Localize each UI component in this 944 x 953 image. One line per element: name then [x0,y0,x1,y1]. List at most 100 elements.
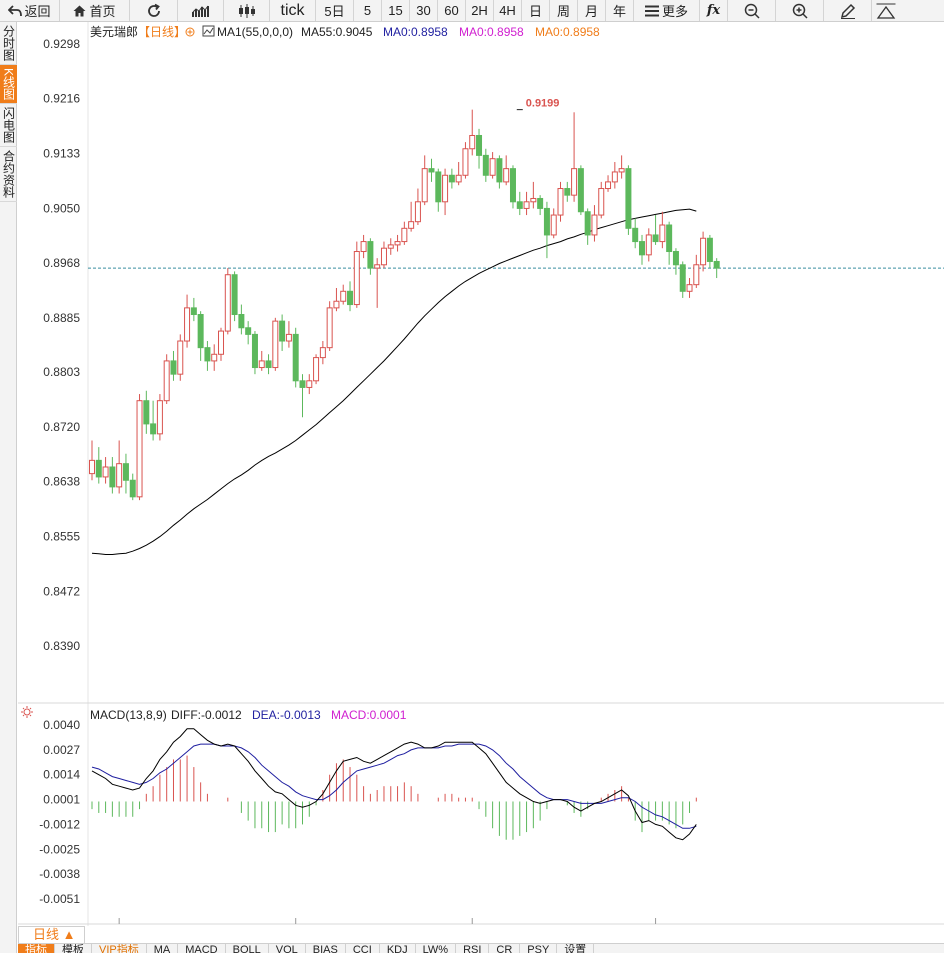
tab-cr[interactable]: CR [489,944,521,953]
max-price-label: 0.9199 [526,98,560,110]
candle [618,155,625,179]
chart-canvas[interactable]: 0.9298 0.9216 0.9133 0.9050 0.8968 0.8885 0.88… [18,22,944,926]
tab-psy[interactable]: PSY [520,944,558,953]
sidebar-item-kline[interactable]: K线图 [0,65,17,105]
candle [523,191,530,216]
candle [224,268,231,335]
add-indicator-icon[interactable] [185,27,195,37]
ma0-value-3: MA0:0.8958 [535,25,600,39]
candle [360,234,367,259]
macd-tick-label: 0.0014 [43,768,80,782]
sidebar-item-time-chart[interactable]: 分时图 [0,22,17,65]
tab-settings[interactable]: 设置 [557,944,595,953]
sidebar-item-contract-info[interactable]: 合约资料 [0,147,17,203]
candle [543,201,550,259]
ma55-polyline [91,208,697,555]
candles [89,109,720,501]
candle [469,109,476,156]
home-button[interactable]: 首页 [60,0,130,21]
candle [347,281,354,312]
macd-tick-label: -0.0051 [39,892,80,906]
candle [163,354,170,405]
tab-rsi[interactable]: RSI [456,944,490,953]
tab-indicators[interactable]: 指标 [18,944,55,953]
tab-kdj[interactable]: KDJ [380,944,416,953]
period-year[interactable]: 年 [606,0,634,21]
macd-settings-icon[interactable] [21,706,33,718]
candle [374,258,381,308]
triangle-up-icon [876,3,896,19]
period-30[interactable]: 30 [410,0,438,21]
tab-bias[interactable]: BIAS [306,944,346,953]
formula-button[interactable]: fx [700,0,728,21]
candle [571,112,578,202]
candle [435,168,442,212]
more-button[interactable]: 更多 [634,0,700,21]
candle [428,158,435,182]
collapse-button[interactable] [872,0,900,21]
ma0-value-2: MA0:0.8958 [459,25,524,39]
price-tick-label: 0.9133 [43,146,80,160]
price-tick-label: 0.9050 [43,201,80,215]
period-selector-tab[interactable]: 日线 ▲ [18,926,85,943]
period-week[interactable]: 周 [550,0,578,21]
tab-template[interactable]: 模板 [55,944,92,953]
sidebar-item-flash-chart[interactable]: 闪电图 [0,104,17,148]
candle-button[interactable] [224,0,270,21]
time-tick-label: 2024/11 [119,924,162,926]
draw-button[interactable] [824,0,872,21]
candle [367,238,374,275]
dea-line [91,743,697,829]
time-axis: 2024/11 2024/12 2025/01 2025/02 [118,918,699,926]
ma55-line [91,208,697,555]
candle [231,271,238,322]
zoom-out-button[interactable] [728,0,776,21]
tab-vol[interactable]: VOL [269,944,306,953]
candle [564,181,571,202]
candle [129,473,136,501]
tab-boll[interactable]: BOLL [226,944,269,953]
period-month[interactable]: 月 [578,0,606,21]
candle [306,374,313,395]
candle [625,165,632,235]
candle [448,168,455,189]
candle [598,181,605,219]
price-tick-label: 0.8968 [43,256,80,270]
period-15[interactable]: 15 [382,0,410,21]
zoom-in-button[interactable] [776,0,824,21]
macd-tick-label: 0.0040 [43,718,80,732]
period-5day[interactable]: 5日 [316,0,354,21]
tick-button[interactable]: tick [270,0,316,21]
price-tick-label: 0.8555 [43,530,80,544]
candle [326,301,333,351]
candle [645,228,652,262]
candle [285,321,292,348]
period-4h[interactable]: 4H [494,0,522,21]
tab-vip-indicators[interactable]: VIP指标 [92,944,147,953]
diff-line [91,728,697,841]
refresh-button[interactable] [130,0,178,21]
macd-dea-value: DEA:-0.0013 [252,708,321,722]
tab-lw[interactable]: LW% [416,944,457,953]
period-5[interactable]: 5 [354,0,382,21]
symbol-name: 美元瑞郎 [90,25,138,39]
period-2h[interactable]: 2H [466,0,494,21]
candle [584,208,591,245]
tab-ma[interactable]: MA [147,944,179,953]
candle [666,221,673,265]
tab-macd[interactable]: MACD [178,944,226,953]
candle [659,211,666,249]
price-tick-label: 0.9298 [43,37,80,51]
back-button[interactable]: 返回 [0,0,60,21]
candle [706,234,713,269]
candle [387,238,394,255]
tab-cci[interactable]: CCI [346,944,380,953]
chart-settings-icon[interactable] [202,25,215,37]
indicator-chart-button[interactable] [178,0,224,21]
candle [577,165,584,216]
period-60[interactable]: 60 [438,0,466,21]
period-day[interactable]: 日 [522,0,550,21]
time-tick-label: 2024/12 [296,924,340,926]
macd-histogram [91,755,697,840]
price-tick-label: 0.8803 [43,365,80,379]
